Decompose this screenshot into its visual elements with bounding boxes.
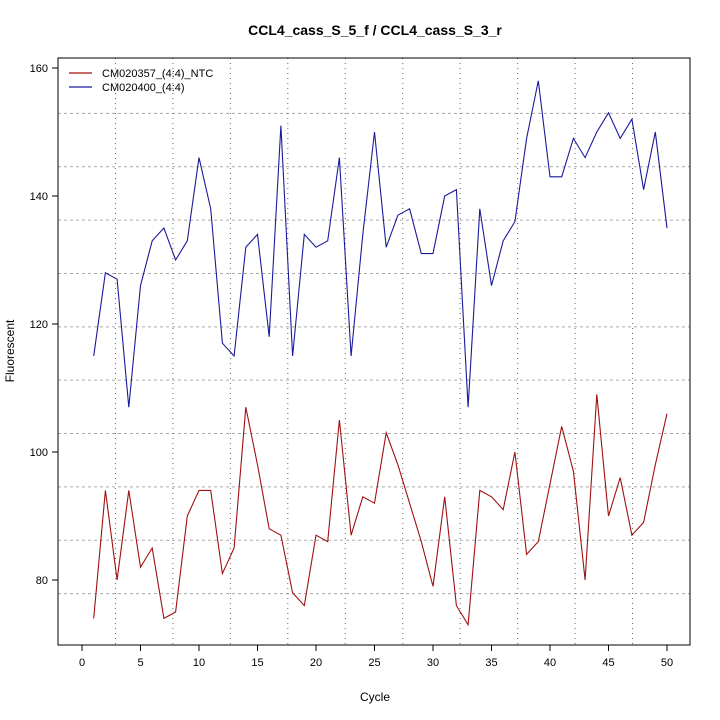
- y-axis-label: Fluorescent: [3, 319, 17, 382]
- y-tick-label: 140: [30, 191, 48, 203]
- x-tick-label: 10: [193, 657, 205, 669]
- y-tick-label: 100: [30, 447, 48, 459]
- legend-label: CM020400_(4:4): [102, 82, 185, 94]
- x-tick-label: 25: [368, 657, 380, 669]
- legend-label: CM020357_(4:4)_NTC: [102, 68, 213, 80]
- x-tick-label: 15: [251, 657, 263, 669]
- series-line-1: [93, 394, 668, 627]
- x-tick-label: 40: [544, 657, 556, 669]
- y-tick-label: 80: [36, 575, 48, 587]
- x-axis-label: Cycle: [360, 690, 390, 704]
- axes: 0 5 10 15 20 25 30 35 40 45 50 80 100 120 140 160: [30, 63, 673, 669]
- x-tick-label: 35: [485, 657, 497, 669]
- x-tick-label: 30: [427, 657, 439, 669]
- x-tick-label: 0: [79, 657, 85, 669]
- series-line-2: [93, 80, 668, 408]
- x-tick-label: 50: [661, 657, 673, 669]
- y-tick-label: 160: [30, 63, 48, 75]
- plot-frame: [57, 57, 691, 646]
- x-tick-label: 20: [310, 657, 322, 669]
- chart-title: CCL4_cass_S_5_f / CCL4_cass_S_3_r: [248, 22, 502, 38]
- x-tick-label: 45: [602, 657, 614, 669]
- legend: CM020357_(4:4)_NTC CM020400_(4:4): [69, 68, 213, 94]
- series-lines: [93, 80, 668, 627]
- grid: [58, 58, 690, 645]
- y-tick-label: 120: [30, 319, 48, 331]
- x-tick-label: 5: [137, 657, 143, 669]
